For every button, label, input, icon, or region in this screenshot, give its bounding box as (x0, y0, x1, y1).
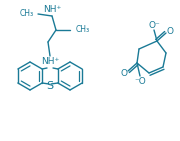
Text: NH⁺: NH⁺ (43, 5, 61, 15)
Text: CH₃: CH₃ (20, 8, 34, 17)
Text: CH₃: CH₃ (76, 26, 90, 35)
Text: O: O (120, 69, 127, 78)
Text: S: S (46, 81, 54, 91)
Text: O⁻: O⁻ (148, 20, 160, 29)
Text: ⁻O: ⁻O (134, 77, 146, 85)
Text: O: O (166, 27, 174, 37)
Text: NH⁺: NH⁺ (41, 57, 59, 66)
